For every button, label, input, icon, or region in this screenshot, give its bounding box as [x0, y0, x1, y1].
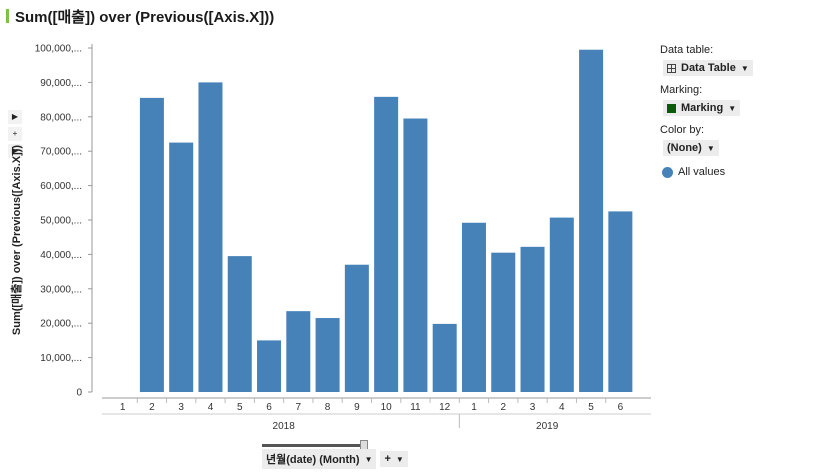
bar[interactable]: [227, 256, 252, 392]
color-by-dropdown[interactable]: (None) ▼: [663, 140, 719, 156]
add-label: +: [384, 453, 391, 465]
bar[interactable]: [403, 118, 428, 393]
bar[interactable]: [608, 211, 633, 392]
bar[interactable]: [315, 318, 340, 392]
data-table-dropdown[interactable]: Data Table ▼: [663, 60, 753, 76]
color-by-label: Color by:: [660, 124, 705, 136]
y-tick-label: 20,000,...: [40, 319, 82, 330]
y-tick-label: 90,000,...: [40, 78, 82, 89]
legend-color-dot: [662, 166, 673, 178]
add-axis-icon[interactable]: +: [8, 127, 22, 141]
marking-value: Marking: [681, 102, 724, 114]
y-tick-label: 30,000,...: [40, 284, 82, 295]
x-axis-add-dropdown[interactable]: + ▼: [380, 451, 408, 467]
slider-track: [262, 444, 367, 447]
table-icon: [667, 63, 676, 73]
x-axis-column-label: 년월(date) (Month): [266, 454, 360, 466]
x-tick-label: 5: [237, 402, 243, 413]
color-by-value: (None): [667, 142, 702, 154]
bar[interactable]: [549, 217, 574, 392]
legend-item-label: All values: [678, 166, 726, 178]
x-tick-label: 3: [178, 402, 184, 413]
expand-axis-icon-2[interactable]: ▶: [8, 144, 22, 158]
y-tick-label: 100,000,...: [35, 44, 82, 55]
chevron-down-icon: ▼: [728, 103, 737, 113]
marking-color-icon: [667, 103, 676, 113]
x-tick-label: 6: [266, 402, 272, 413]
x-tick-label: 5: [588, 402, 594, 413]
y-tick-label: 50,000,...: [40, 216, 82, 227]
legend-item-all-values[interactable]: All values: [662, 166, 810, 178]
marking-dropdown[interactable]: Marking ▼: [663, 100, 741, 116]
x-tick-label: 7: [296, 402, 302, 413]
bar[interactable]: [344, 264, 369, 392]
chevron-down-icon: ▼: [364, 454, 373, 464]
bar[interactable]: [286, 311, 311, 392]
title-accent-bar: [6, 9, 9, 23]
bar[interactable]: [520, 246, 545, 392]
x-tick-label: 12: [439, 402, 451, 413]
x-axis-selector: 년월(date) (Month) ▼ + ▼: [262, 449, 408, 469]
chevron-down-icon: ▼: [706, 143, 715, 153]
x-tick-label: 2: [149, 402, 155, 413]
bar[interactable]: [169, 142, 194, 392]
y-tick-label: 60,000,...: [40, 181, 82, 192]
expand-axis-icon[interactable]: ▶: [8, 110, 22, 124]
legend-panel: Data table: Data Table ▼ Marking: Markin…: [660, 44, 810, 178]
x-tick-label: 1: [120, 402, 126, 413]
bar[interactable]: [198, 82, 223, 393]
x-tick-label: 4: [208, 402, 214, 413]
bars: [139, 49, 633, 393]
bar[interactable]: [257, 340, 282, 392]
chevron-down-icon: ▼: [395, 454, 404, 464]
x-tick-label: 2: [500, 402, 506, 413]
x-year-label: 2019: [536, 421, 559, 432]
data-table-value: Data Table: [681, 62, 736, 74]
x-tick-label: 1: [471, 402, 477, 413]
bar[interactable]: [432, 323, 457, 392]
x-tick-label: 3: [530, 402, 536, 413]
marking-label: Marking:: [660, 84, 703, 96]
y-axis: 0 10,000,... 20,000,... 30,000,... 40,000,..…: [35, 44, 93, 399]
bar[interactable]: [579, 49, 604, 392]
x-tick-label: 6: [618, 402, 624, 413]
bar[interactable]: [139, 97, 164, 392]
x-tick-label: 11: [410, 402, 421, 413]
x-tick-label: 10: [381, 402, 393, 413]
y-tick-label: 40,000,...: [40, 250, 82, 261]
y-tick-label: 0: [76, 388, 82, 399]
x-tick-label: 4: [559, 402, 565, 413]
bar[interactable]: [374, 96, 399, 393]
visualization-title: Sum([매출]) over (Previous([Axis.X])): [6, 6, 274, 26]
axis-tools: ▶ + ▶: [8, 110, 22, 161]
chevron-down-icon: ▼: [740, 63, 749, 73]
bar[interactable]: [491, 252, 516, 392]
data-table-label: Data table:: [660, 44, 714, 56]
x-axis-column-dropdown[interactable]: 년월(date) (Month) ▼: [262, 449, 377, 469]
y-tick-label: 10,000,...: [40, 353, 82, 364]
bar[interactable]: [461, 222, 486, 392]
title-text: Sum([매출]) over (Previous([Axis.X])): [15, 8, 275, 26]
x-year-label: 2018: [273, 421, 296, 432]
y-tick-label: 70,000,...: [40, 147, 82, 158]
x-tick-label: 9: [354, 402, 360, 413]
x-tick-label: 8: [325, 402, 331, 413]
y-tick-label: 80,000,...: [40, 112, 82, 123]
